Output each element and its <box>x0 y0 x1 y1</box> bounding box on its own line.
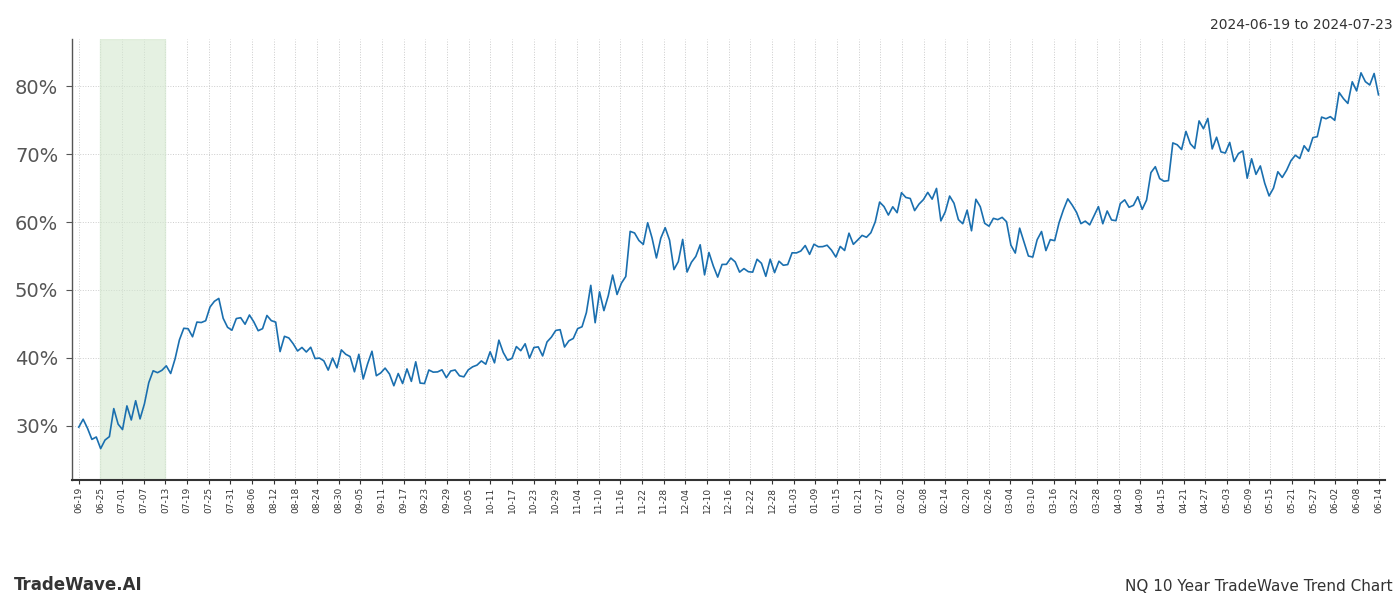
Text: 2024-06-19 to 2024-07-23: 2024-06-19 to 2024-07-23 <box>1211 18 1393 32</box>
Text: TradeWave.AI: TradeWave.AI <box>14 576 143 594</box>
Bar <box>101 39 165 480</box>
Text: NQ 10 Year TradeWave Trend Chart: NQ 10 Year TradeWave Trend Chart <box>1126 579 1393 594</box>
